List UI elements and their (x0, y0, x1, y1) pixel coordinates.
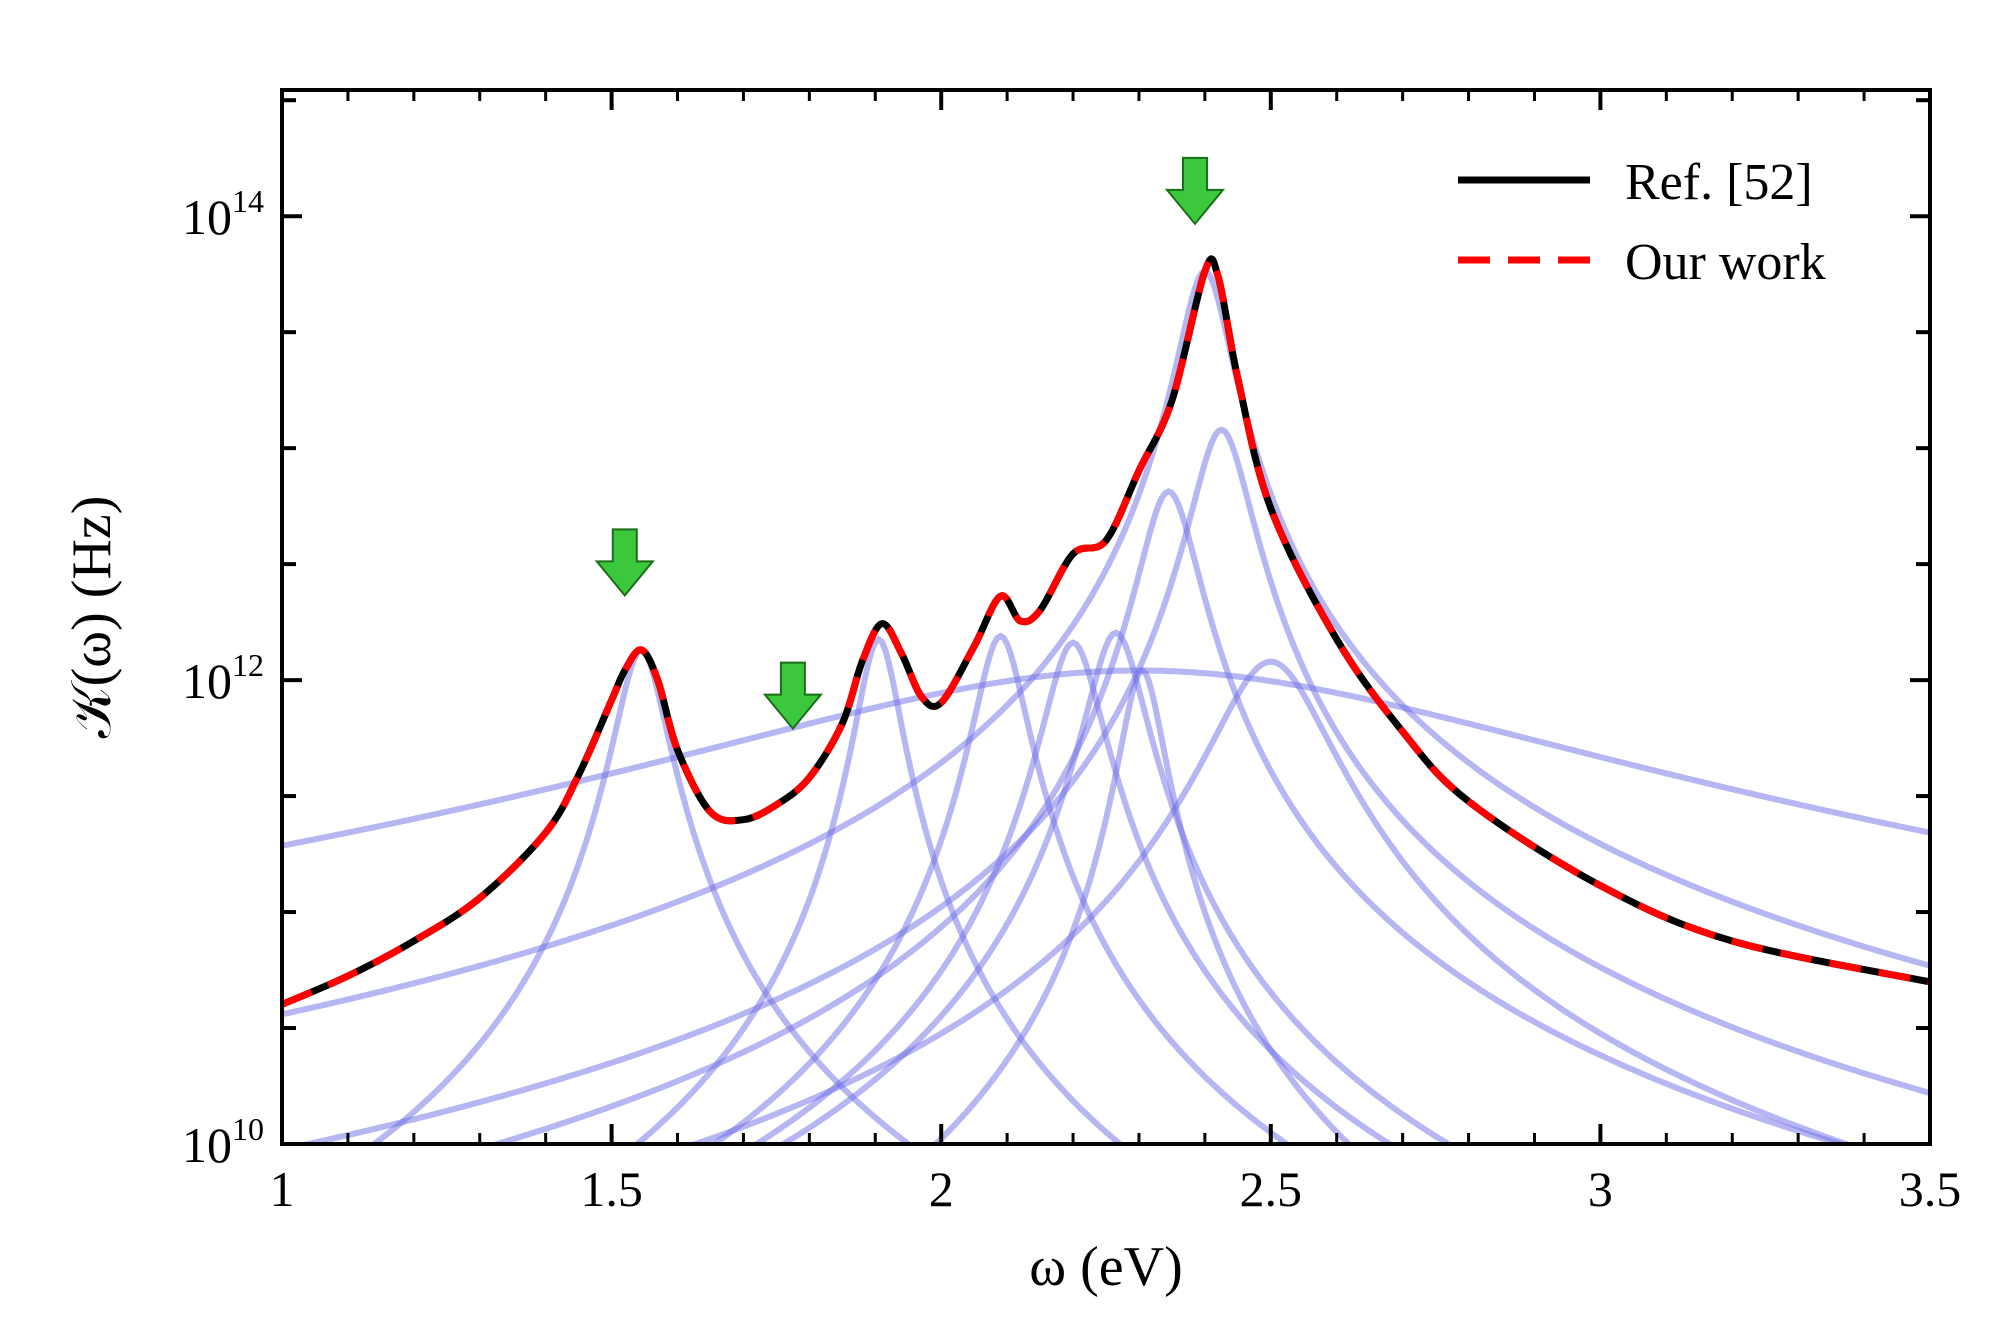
component-curve-8 (282, 267, 1930, 1018)
component-curves (282, 267, 1930, 1144)
component-curve-6 (931, 666, 1354, 1144)
x-tick-label: 3 (1588, 1161, 1613, 1217)
y-tick-label: 1010 (182, 1111, 264, 1173)
x-tick-label: 1 (270, 1161, 295, 1217)
tick-labels: 1 1.5 2 2.5 3 3.5 1010 1012 1014 (182, 183, 1961, 1217)
legend-label-ref: Ref. [52] (1625, 154, 1813, 211)
axis-ticks (280, 90, 1932, 1146)
component-curve-3 (708, 632, 1293, 1144)
component-curve-11 (282, 667, 1930, 849)
component-curve-5 (777, 629, 1455, 1144)
x-tick-label: 2.5 (1240, 1161, 1303, 1217)
component-curve-9 (294, 426, 1930, 1144)
component-curve-4 (750, 639, 1396, 1144)
component-curve-1 (369, 646, 914, 1144)
green-arrow-icon-3 (1164, 156, 1226, 226)
series-line-ref (282, 255, 1930, 1008)
y-axis-label: 𝒦(ω) (Hz) (61, 496, 123, 739)
green-arrow-icon-2 (762, 661, 823, 731)
series-line-ours (282, 255, 1930, 1008)
legend-label-ours: Our work (1625, 234, 1826, 291)
series-lines (282, 255, 1930, 1008)
y-tick-label: 1014 (182, 183, 264, 245)
component-curve-10 (686, 658, 1856, 1144)
component-curve-7 (486, 488, 1851, 1144)
plot-frame (280, 88, 1932, 1146)
green-arrow-icon-1 (594, 528, 655, 598)
arrow-markers (594, 156, 1226, 731)
x-axis-label: ω (eV) (1029, 1236, 1182, 1298)
x-tick-label: 3.5 (1899, 1161, 1962, 1217)
x-tick-label: 2 (929, 1161, 954, 1217)
y-tick-label: 1012 (182, 647, 264, 709)
component-curve-2 (632, 635, 1125, 1144)
legend: Ref. [52] Our work (1458, 154, 1826, 291)
x-tick-label: 1.5 (580, 1161, 643, 1217)
